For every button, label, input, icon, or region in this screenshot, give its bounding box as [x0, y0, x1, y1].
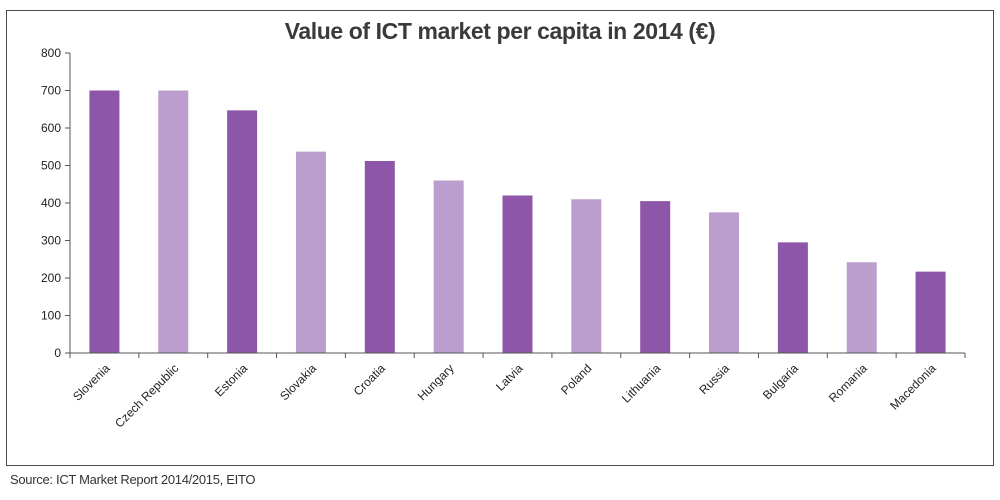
bar-estonia	[227, 110, 258, 353]
y-axis: 0 100 200 300 400 500 600 700 800	[41, 46, 71, 360]
y-tick-label: 0	[54, 346, 61, 360]
bar-slovenia	[89, 90, 120, 353]
bar-romania	[846, 262, 877, 353]
x-category-label: Czech Republic	[112, 361, 181, 430]
x-category-label: Estonia	[212, 361, 250, 399]
x-category-label: Russia	[696, 361, 732, 397]
source-note: Source: ICT Market Report 2014/2015, EIT…	[10, 472, 256, 487]
x-category-label: Croatia	[351, 361, 388, 398]
bar-lithuania	[640, 201, 671, 353]
x-category-label: Slovakia	[277, 361, 319, 403]
x-category-label: Latvia	[493, 361, 526, 394]
bar-croatia	[364, 161, 395, 353]
x-category-label: Hungary	[415, 361, 457, 403]
y-tick-label: 400	[41, 196, 61, 210]
y-tick-label: 800	[41, 46, 61, 60]
y-tick-label: 200	[41, 271, 61, 285]
x-category-label: Romania	[826, 361, 870, 405]
x-category-label: Lithuania	[619, 361, 664, 406]
y-tick-label: 500	[41, 159, 61, 173]
x-category-label: Slovenia	[70, 361, 113, 404]
bars	[89, 90, 946, 353]
bar-slovakia	[295, 151, 326, 353]
x-axis: Slovenia Czech Republic Estonia Slovakia Cro…	[69, 352, 966, 431]
chart-title: Value of ICT market per capita in 2014 (…	[284, 18, 716, 44]
bar-latvia	[502, 195, 533, 353]
x-category-label: Macedonia	[887, 361, 939, 413]
x-category-label: Bulgaria	[760, 361, 801, 402]
bar-russia	[709, 212, 740, 353]
x-category-label: Poland	[558, 361, 594, 397]
y-tick-label: 300	[41, 234, 61, 248]
y-tick-label: 600	[41, 121, 61, 135]
bar-czech-republic	[158, 90, 189, 353]
bar-hungary	[433, 180, 464, 353]
bar-macedonia	[915, 271, 946, 353]
y-tick-label: 100	[41, 309, 61, 323]
y-tick-label: 700	[41, 84, 61, 98]
bar-bulgaria	[777, 242, 808, 353]
bar-poland	[571, 199, 602, 353]
